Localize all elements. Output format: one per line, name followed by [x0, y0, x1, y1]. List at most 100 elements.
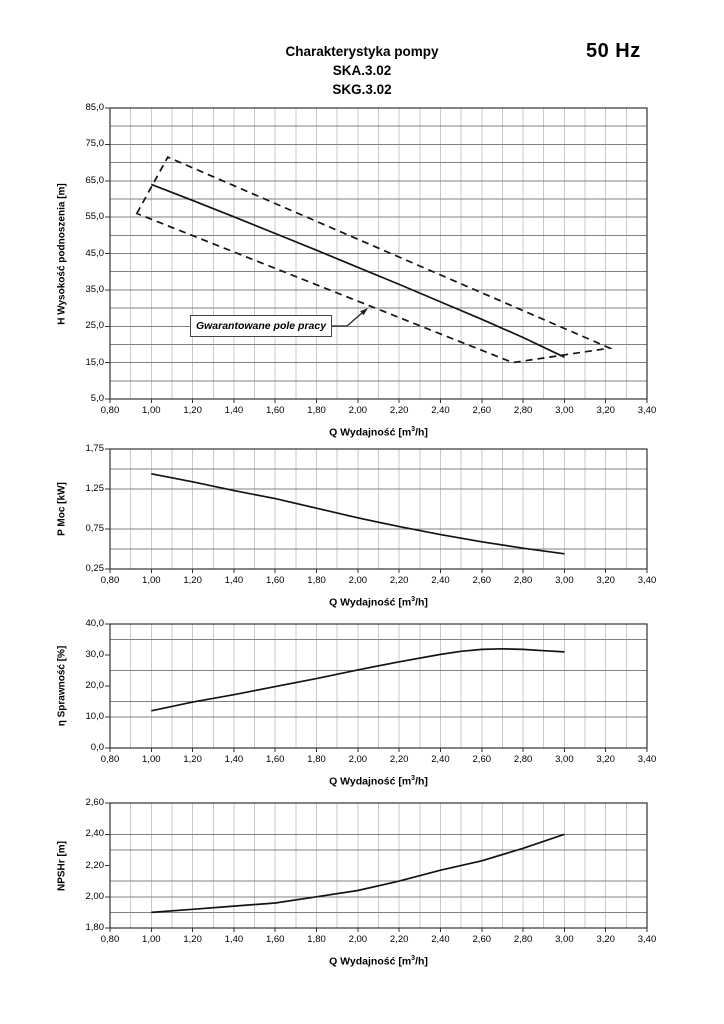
y-tick-label: 2,40	[85, 828, 105, 840]
x-gridlines	[130, 449, 627, 569]
x-tick-label: 2,60	[472, 405, 492, 416]
x-tick-label: 2,20	[389, 575, 409, 586]
y-tick-label: 1,75	[85, 443, 105, 454]
annotation-arrow	[332, 308, 368, 327]
y-tick-label: 0,75	[85, 523, 105, 534]
x-tick-label: 1,60	[265, 934, 285, 945]
tick-marks	[105, 107, 648, 403]
x-tick-label: 1,40	[224, 934, 244, 945]
y-tick-label: 15,0	[85, 356, 105, 368]
x-tick-label: 3,00	[555, 575, 574, 586]
y-tick-label: 0,0	[90, 742, 104, 753]
x-tick-label: 2,00	[348, 405, 368, 416]
x-tick-label: 1,80	[307, 934, 326, 945]
x-tick-label: 1,60	[265, 754, 285, 765]
x-tick-label: 1,00	[142, 575, 161, 586]
curve-solid	[151, 647, 565, 712]
x-tick-label: 2,00	[348, 934, 368, 945]
y-tick-label: 35,0	[85, 283, 105, 295]
x-tick-label: 0,80	[100, 934, 120, 945]
x-tick-label: 2,80	[513, 405, 533, 416]
x-tick-label: 2,40	[431, 754, 450, 765]
curve-solid	[150, 183, 565, 358]
model-name-1: SKA.3.02	[332, 63, 392, 78]
x-tick-label: 2,00	[348, 754, 368, 765]
x-tick-label: 1,20	[183, 754, 202, 765]
x-tick-label: 3,00	[555, 405, 574, 416]
y-tick-label: 2,60	[85, 797, 105, 808]
x-tick-label: 1,20	[183, 934, 202, 945]
y-tick-label: 10,0	[85, 711, 105, 722]
plot-3	[105, 802, 648, 932]
x-tick-label: 3,40	[637, 405, 657, 416]
x-tick-label: 2,20	[389, 934, 409, 945]
x-tick-label: 2,40	[431, 405, 450, 416]
x-tick-label: 3,00	[555, 934, 574, 945]
x-gridlines	[130, 624, 627, 748]
x-tick-label: 1,40	[224, 405, 244, 416]
y-tick-label: 65,0	[85, 174, 105, 186]
x-tick-label: 3,20	[596, 754, 615, 765]
x-tick-label: 3,20	[596, 934, 615, 945]
x-tick-label: 1,80	[307, 575, 326, 586]
x-axis-title: Q Wydajność [m3/h]	[329, 596, 428, 609]
tick-marks	[105, 623, 648, 752]
x-tick-label: 2,60	[472, 934, 492, 945]
x-tick-label: 3,00	[555, 754, 574, 765]
x-tick-label: 2,60	[472, 754, 492, 765]
x-tick-label: 2,00	[348, 575, 368, 586]
x-axis-title: Q Wydajność [m3/h]	[329, 955, 428, 968]
x-tick-label: 2,60	[472, 575, 492, 586]
x-tick-label: 1,40	[224, 575, 244, 586]
x-tick-label: 2,20	[389, 754, 409, 765]
x-tick-label: 2,80	[513, 575, 533, 586]
curve-solid	[151, 472, 565, 555]
y-tick-label: 20,0	[85, 680, 105, 691]
page-title: Charakterystyka pompy	[285, 44, 439, 59]
tick-marks	[105, 802, 648, 932]
x-axis-title: Q Wydajność [m3/h]	[329, 775, 428, 788]
x-tick-label: 1,00	[142, 754, 161, 765]
x-tick-label: 1,80	[307, 405, 326, 416]
x-tick-label: 2,40	[431, 575, 450, 586]
x-tick-label: 1,20	[183, 575, 202, 586]
x-tick-label: 1,80	[307, 754, 326, 765]
y-gridlines	[110, 468, 647, 550]
x-tick-label: 1,20	[183, 405, 202, 416]
x-tick-label: 1,00	[142, 934, 161, 945]
x-gridlines	[130, 803, 627, 928]
x-tick-label: 3,20	[596, 405, 615, 416]
x-tick-label: 0,80	[100, 575, 120, 586]
tick-marks	[105, 448, 648, 573]
y-tick-label: 55,0	[85, 211, 105, 223]
x-tick-label: 2,40	[431, 934, 450, 945]
x-tick-label: 2,20	[389, 405, 409, 416]
x-tick-label: 1,40	[224, 754, 244, 765]
x-tick-label: 3,40	[637, 575, 657, 586]
frequency-label: 50 Hz	[586, 40, 641, 62]
x-tick-label: 0,80	[100, 405, 120, 416]
y-tick-label: 0,25	[85, 563, 105, 574]
y-gridlines	[110, 125, 647, 382]
plot-0	[105, 107, 648, 403]
y-tick-label: 1,80	[85, 922, 105, 933]
x-tick-label: 1,60	[265, 575, 285, 586]
plot-2	[105, 623, 648, 752]
y-tick-label: 40,0	[85, 618, 105, 629]
guaranteed-work-field-callout: Gwarantowane pole pracy	[190, 315, 332, 337]
y-tick-label: 45,0	[85, 247, 105, 259]
y-tick-label: 2,00	[85, 890, 105, 902]
x-tick-label: 2,80	[513, 934, 533, 945]
y-tick-label: 30,0	[85, 649, 105, 660]
y-tick-label: 5,0	[90, 393, 104, 404]
y-tick-label: 1,25	[85, 483, 105, 494]
x-tick-label: 1,60	[265, 405, 285, 416]
curve-solid	[151, 833, 565, 914]
y-tick-label: 25,0	[85, 320, 105, 332]
x-tick-label: 3,40	[637, 934, 657, 945]
